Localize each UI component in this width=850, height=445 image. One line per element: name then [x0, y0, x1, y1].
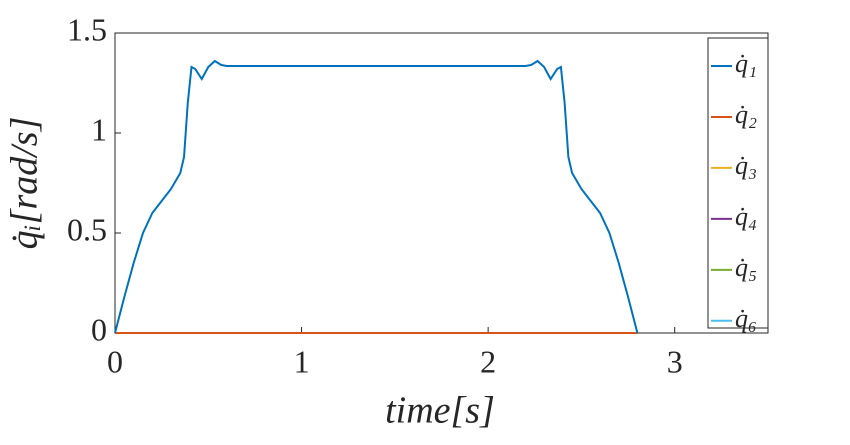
x-axis-label: time[s]	[385, 390, 495, 432]
y-tick-label: 0	[91, 311, 107, 347]
legend-label: q̇₃	[735, 151, 757, 180]
legend-label: q̇₄	[735, 202, 757, 231]
legend-label: q̇₅	[735, 253, 757, 282]
series-line	[114, 59, 639, 334]
plot-area	[114, 32, 769, 334]
legend-label: q̇₂	[735, 100, 757, 129]
x-tick-label: 2	[480, 343, 496, 379]
x-tick-label: 0	[107, 343, 123, 379]
y-tick-label: 1	[91, 111, 107, 147]
y-axis-label: q̇ᵢ[rad/s]	[4, 117, 46, 250]
y-tick-label: 0.5	[67, 211, 107, 247]
legend-label: q̇₆	[735, 304, 757, 333]
y-tick-label: 1.5	[67, 11, 107, 47]
legend-label: q̇₁	[735, 49, 757, 78]
legend-box	[707, 37, 769, 329]
x-tick-label: 1	[294, 343, 310, 379]
x-tick-label: 3	[667, 343, 683, 379]
